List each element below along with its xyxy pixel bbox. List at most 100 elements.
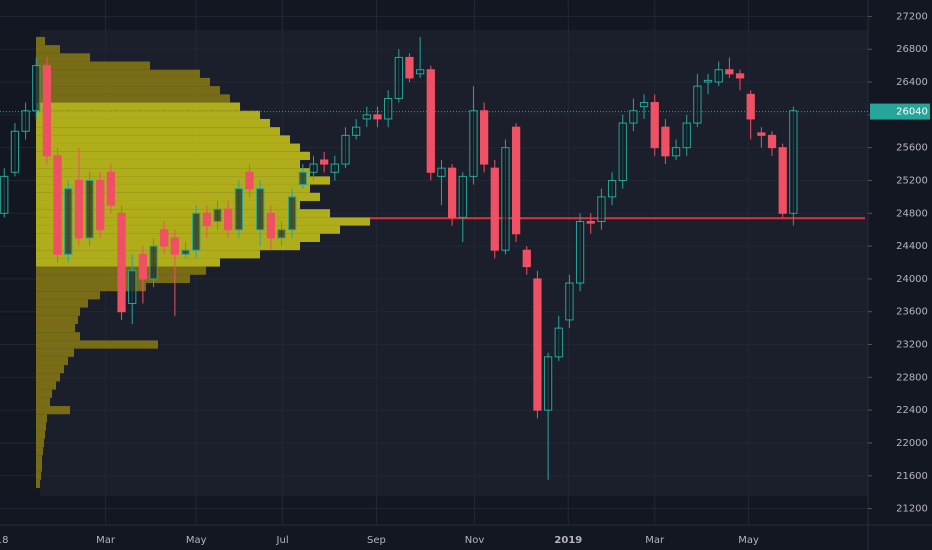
candle-body [341,134,350,165]
profile-bar [36,118,270,128]
profile-bar [36,250,260,259]
x-tick-label: 2019 [554,535,582,546]
y-tick-label: 26400 [896,77,928,88]
candle-body [416,69,425,75]
candle-body [10,130,20,173]
candle-body [106,171,116,206]
candle-body [21,110,30,132]
candle-body [64,188,73,255]
profile-bar [36,315,78,325]
x-tick-label: Jul [276,535,289,546]
profile-bar [36,438,44,448]
candle-body [160,229,169,247]
y-tick-label: 23600 [896,307,928,318]
profile-bar [36,110,260,119]
candle-body [575,220,585,284]
y-tick-label: 22000 [896,438,928,449]
x-tick-label: Mar [96,535,116,546]
y-tick-label: 21200 [896,504,928,515]
candle-body [266,212,275,239]
profile-bar [36,209,330,218]
candle-body [586,220,595,224]
candle-body [543,356,553,411]
candle-body [778,147,787,214]
candle-body [661,126,670,157]
profile-bar [36,77,210,87]
last-price-tag [870,103,930,120]
y-tick-label: 22800 [896,372,928,383]
profile-bar [36,176,330,185]
candle-body [479,110,489,165]
x-tick-label: May [186,535,207,546]
x-tick-label: 2018 [0,535,8,546]
last-price-label: 26040 [896,107,928,118]
candle-body [213,208,222,222]
candle-body [138,253,148,280]
candle-body [682,122,691,149]
y-tick-label: 22400 [896,405,928,416]
candle-body [170,237,180,255]
candle-body [522,249,531,268]
profile-bar [36,61,150,70]
candle-body [42,65,52,157]
y-tick-label: 21600 [896,471,928,482]
profile-bar [36,291,100,300]
profile-bar [36,422,46,431]
candle-body [0,175,9,214]
candle-body [202,212,211,227]
profile-bar [36,200,300,210]
profile-bar [36,45,60,54]
profile-bar [36,307,80,316]
profile-bar [36,430,45,439]
candle-body [192,212,201,251]
x-tick-label: Sep [367,535,386,546]
candle-body [224,208,233,231]
candle-body [490,167,499,251]
candle-body [256,188,265,231]
profile-bar [36,143,300,152]
candle-body [85,179,94,239]
candle-body [533,278,542,411]
candle-body [607,179,617,198]
candle-body [53,155,62,255]
profile-bar [36,258,220,267]
candle-body [352,126,361,136]
x-tick-label: May [738,535,759,546]
candle-body [128,270,137,305]
profile-bar [36,184,310,193]
candle-body [746,93,755,120]
y-tick-label: 23200 [896,340,928,351]
profile-bar [36,332,80,341]
candle-body [767,134,777,149]
candle-body [714,69,723,83]
y-tick-label: 24000 [896,274,928,285]
candle-body [32,65,41,112]
candle-body [458,175,467,218]
profile-bar [36,324,75,333]
y-tick-label: 27200 [896,11,928,22]
candle-body [671,147,681,157]
candle-body [501,147,510,251]
profile-bar [36,159,300,169]
candle-body [309,163,318,173]
x-tick-label: Mar [645,535,665,546]
candle-body [511,126,521,235]
candle-body [384,97,393,120]
candle-body [74,179,84,239]
candle-body [554,327,563,358]
candle-body [394,56,403,99]
profile-bar [36,397,50,407]
candle-body [426,69,435,173]
candle-body [650,102,659,149]
candle-body [277,229,286,239]
profile-bar [36,192,320,201]
profile-bar [36,471,41,480]
profile-bar [36,36,45,46]
candle-body [469,110,478,177]
profile-bar [36,479,40,489]
profile-bar [36,340,158,349]
profile-bar [36,225,340,234]
y-tick-label: 24800 [896,208,928,219]
candle-body [288,196,297,231]
profile-bar [36,299,88,308]
